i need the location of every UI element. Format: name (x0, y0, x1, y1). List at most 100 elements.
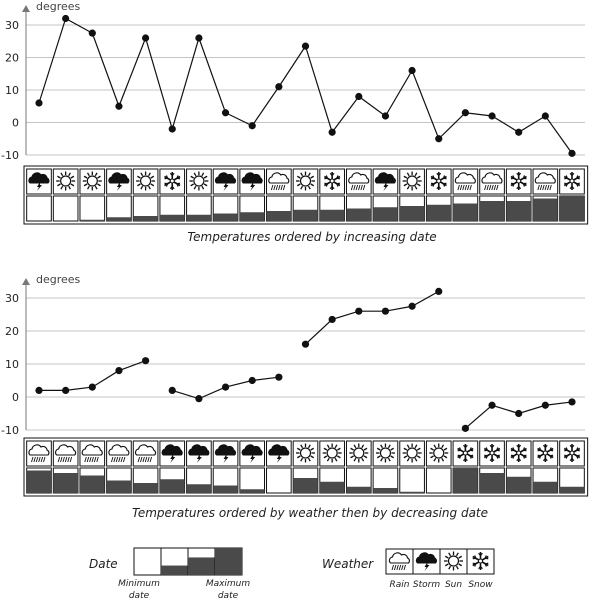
rain-icon (388, 552, 410, 571)
data-point (515, 409, 523, 418)
data-point (568, 149, 576, 157)
data-point (301, 340, 310, 348)
sun-icon (375, 443, 395, 463)
date-fill (479, 473, 505, 493)
date-fill (293, 209, 318, 221)
chart-date-order: 30 20 10 0 -10 degrees (1, 0, 589, 225)
date-fill (293, 478, 318, 493)
data-point (568, 398, 576, 406)
y-tick-label: 10 (5, 84, 19, 97)
date-swatch-fill (215, 548, 242, 575)
legend: Date Minimum date Maximum date Weather Rai… (89, 547, 495, 601)
storm-icon (241, 444, 263, 463)
snow-icon (510, 172, 527, 190)
date-fill (346, 208, 372, 221)
storm-icon (188, 444, 210, 463)
date-swatch (133, 547, 162, 576)
date-cell (425, 467, 452, 494)
date-fill (506, 476, 532, 493)
date-swatch-fill (188, 557, 215, 575)
weather-legend-label: Snow (468, 580, 493, 590)
date-fill (239, 212, 265, 221)
data-point (381, 112, 390, 120)
date-fill (213, 485, 238, 493)
snow-icon (323, 172, 341, 190)
snow-icon (457, 444, 474, 462)
legend-weather-label: Weather (322, 557, 374, 571)
date-cell (239, 467, 266, 494)
data-point (408, 66, 416, 75)
data-point (275, 373, 283, 381)
date-fill (79, 475, 105, 493)
sun-icon (429, 443, 449, 463)
date-swatch-fill (161, 565, 188, 575)
date-fill (133, 216, 158, 221)
snow-icon (563, 444, 581, 462)
sun-icon (82, 171, 102, 191)
sun-icon (322, 443, 342, 463)
rain-icon (134, 444, 157, 463)
date-fill (533, 481, 558, 493)
date-fill (373, 207, 398, 221)
date-fill (319, 481, 345, 493)
data-point (541, 112, 549, 120)
date-cell (266, 467, 292, 494)
sun-icon (136, 171, 156, 191)
y-tick-label: 0 (12, 117, 19, 130)
rain-icon (454, 172, 476, 191)
data-point (488, 112, 496, 120)
data-point (461, 424, 469, 432)
date-fill (559, 196, 585, 221)
legend-min-date-label: Minimum date (118, 579, 160, 601)
sun-icon (56, 171, 76, 191)
date-fill (559, 486, 585, 493)
date-fill (373, 488, 398, 493)
date-cell (79, 195, 106, 222)
data-point (355, 307, 363, 315)
sun-icon (296, 443, 315, 463)
storm-icon (28, 172, 50, 191)
series-line (38, 17, 573, 154)
rain-icon (534, 172, 556, 191)
rain-icon (268, 172, 290, 191)
date-cell (106, 195, 132, 222)
data-point (88, 383, 96, 391)
rain-icon (348, 172, 370, 191)
y-axis-label: degrees (36, 0, 81, 13)
date-fill (133, 483, 158, 493)
data-point (35, 386, 43, 394)
date-fill (426, 204, 452, 221)
data-point (275, 83, 283, 91)
y-axis-arrow (22, 278, 30, 285)
legend-date-label: Date (89, 557, 118, 571)
y-tick-label: 20 (5, 52, 19, 65)
data-point (355, 92, 363, 101)
date-fill (239, 489, 265, 493)
sun-icon (296, 171, 315, 191)
weather-legend-label: Storm (413, 580, 440, 590)
y-tick-label: 20 (5, 325, 19, 338)
data-point (142, 357, 150, 365)
date-fill (266, 211, 292, 221)
data-point (88, 29, 96, 37)
date-fill (213, 213, 238, 221)
y-axis-arrow (22, 5, 30, 12)
data-point (301, 42, 310, 50)
date-fill (53, 473, 78, 493)
data-point (515, 128, 523, 136)
sun-icon (189, 171, 209, 191)
date-fill (26, 470, 52, 493)
data-point (328, 315, 336, 324)
data-point (195, 34, 203, 42)
snow-icon (164, 172, 181, 190)
date-fill (533, 198, 558, 221)
data-point (248, 376, 256, 385)
y-tick-label: 10 (5, 358, 19, 371)
date-fill (479, 201, 505, 221)
date-fill (106, 217, 132, 221)
rain-icon (28, 444, 50, 463)
data-point (35, 99, 43, 107)
weather-legend-label: Sun (445, 580, 462, 590)
date-cell (52, 195, 79, 222)
rain-icon (55, 444, 77, 463)
